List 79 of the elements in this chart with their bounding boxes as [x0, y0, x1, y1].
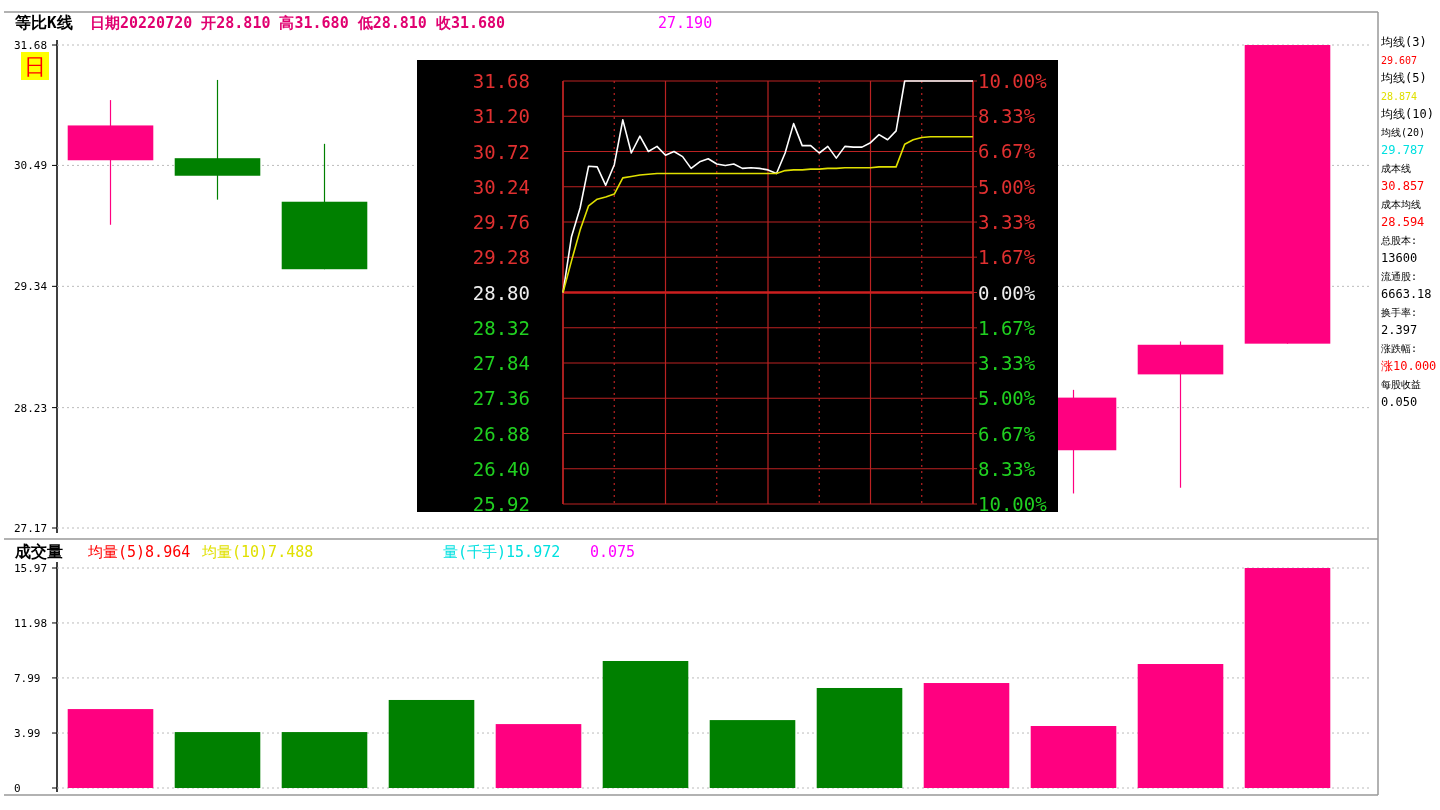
text: 涨跌幅:	[1381, 343, 1418, 354]
bar	[602, 660, 689, 788]
text: 量(千手)15.972	[443, 543, 561, 561]
text: 均线(5)	[1380, 71, 1427, 85]
y-tick-label: 7.99	[14, 671, 41, 685]
text: 13600	[1381, 251, 1418, 265]
y-tick-label: 29.34	[14, 280, 48, 294]
y-tick-label: 27.17	[14, 522, 48, 535]
bar	[495, 724, 582, 788]
text: 均线(10)	[1380, 107, 1434, 121]
text: 28.594	[1381, 215, 1425, 229]
chart-title: 成交量	[14, 542, 63, 561]
y2-tick-label: 0.00%	[978, 281, 1036, 304]
text: 均量(5)8.964	[87, 543, 191, 561]
text: 0.050	[1381, 395, 1418, 409]
text: 均量(10)7.488	[201, 543, 314, 561]
text: 流通股:	[1381, 271, 1418, 282]
y-tick-label: 15.97	[14, 562, 48, 575]
text: 每股收益	[1381, 379, 1421, 390]
bar	[281, 732, 368, 788]
y-tick-label: 0	[14, 782, 21, 795]
y2-tick-label: 6.67%	[978, 140, 1036, 163]
bar	[923, 683, 1010, 788]
text: 30.857	[1381, 179, 1425, 193]
text: 29.607	[1381, 55, 1418, 66]
text: 28.874	[1381, 91, 1418, 102]
y-tick-label: 30.72	[472, 140, 530, 163]
bar	[174, 732, 261, 788]
y2-tick-label: 5.00%	[978, 175, 1036, 198]
y-tick-label: 28.23	[14, 401, 48, 415]
y-tick-label: 3.99	[14, 727, 41, 741]
bar	[1137, 664, 1224, 788]
text: 日	[24, 54, 46, 79]
y2-tick-label: 8.33%	[978, 105, 1036, 128]
text: 总股本:	[1380, 235, 1418, 246]
y2-tick-label: 5.00%	[978, 387, 1036, 410]
y-tick-label: 27.36	[472, 387, 530, 410]
y-tick-label: 29.76	[472, 211, 530, 233]
text: 换手率:	[1381, 307, 1418, 318]
text: 成本线	[1381, 163, 1411, 174]
y-tick-label: 11.98	[14, 616, 48, 630]
y2-tick-label: 10.00%	[978, 493, 1048, 515]
chart-title: 等比K线	[14, 13, 73, 32]
text: 27.190	[658, 14, 713, 32]
y-tick-label: 30.49	[14, 159, 48, 173]
text: 成本均线	[1381, 199, 1421, 210]
line-series	[562, 136, 974, 294]
chart-subtitle: 日期20220720 开28.810 高31.680 低28.810 收31.680	[90, 14, 506, 32]
text: 均线(3)	[1380, 35, 1427, 49]
y-tick-label: 29.28	[472, 246, 530, 269]
y-tick-label: 31.20	[472, 105, 530, 128]
y2-tick-label: 3.33%	[978, 351, 1036, 374]
y-tick-label: 27.84	[472, 352, 530, 374]
bar	[709, 720, 796, 788]
y2-tick-label: 3.33%	[978, 211, 1036, 234]
y-tick-label: 25.92	[472, 493, 530, 515]
text: 0.075	[590, 543, 636, 561]
bar	[67, 709, 154, 788]
y-tick-label: 30.24	[472, 175, 530, 198]
y2-tick-label: 10.00%	[978, 70, 1048, 92]
text: 涨10.000	[1381, 359, 1437, 373]
y-tick-label: 31.68	[472, 70, 530, 92]
bar	[1244, 568, 1331, 788]
y2-tick-label: 6.67%	[978, 422, 1036, 445]
text: 29.787	[1381, 143, 1425, 157]
bar	[388, 699, 475, 788]
bar	[1030, 726, 1117, 788]
y2-tick-label: 1.67%	[978, 246, 1036, 269]
y2-tick-label: 1.67%	[978, 316, 1036, 339]
text: 2.397	[1381, 323, 1418, 337]
y-tick-label: 26.88	[472, 422, 530, 445]
y-tick-label: 28.32	[472, 316, 530, 339]
y-tick-label: 26.40	[472, 457, 530, 480]
y-tick-label: 31.68	[14, 39, 48, 52]
y-tick-label: 28.80	[472, 281, 530, 304]
text: 6663.18	[1381, 287, 1432, 301]
text: 均线(20)	[1380, 127, 1426, 138]
y2-tick-label: 8.33%	[978, 457, 1036, 480]
bar	[816, 687, 903, 788]
